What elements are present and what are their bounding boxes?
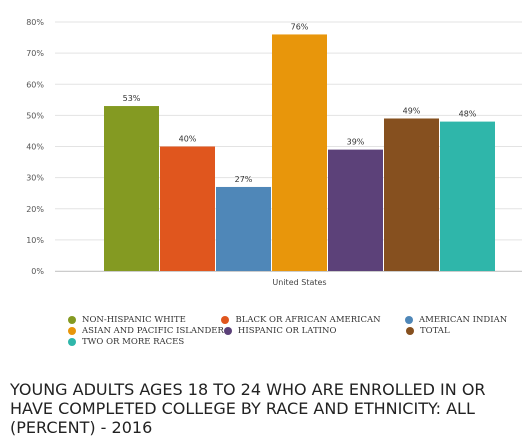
legend-label: ASIAN AND PACIFIC ISLANDER [82,325,224,336]
bar [160,146,215,271]
data-label: 49% [403,106,421,115]
data-label: 40% [179,135,197,144]
legend-label: AMERICAN INDIAN [419,314,508,325]
bar [272,34,327,272]
legend-swatch [405,326,414,335]
legend-item-hispanic-or-latino[interactable]: HISPANIC OR LATINO [223,325,406,336]
legend-row: TWO OR MORE RACES [68,336,518,347]
legend-swatch [68,315,76,324]
bar [104,106,159,271]
y-tick-label: 80% [26,18,44,27]
y-tick-label: 70% [26,49,44,58]
y-tick-label: 20% [26,205,44,214]
chart-legend: NON-HISPANIC WHITE BLACK OR AFRICAN AMER… [68,314,518,347]
y-tick-label: 10% [26,236,44,245]
legend-swatch [68,326,76,335]
data-label: 27% [235,175,253,184]
legend-item-black-or-african-american[interactable]: BLACK OR AFRICAN AMERICAN [221,315,405,325]
y-tick-label: 0% [31,267,44,276]
data-label: 39% [347,138,365,147]
bar [384,118,439,271]
y-tick-label: 30% [26,174,44,183]
legend-swatch [223,326,232,335]
legend-row: ASIAN AND PACIFIC ISLANDER HISPANIC OR L… [68,325,518,336]
x-tick-label: United States [272,278,326,287]
data-label: 53% [123,94,141,103]
y-tick-label: 60% [26,80,44,89]
legend-item-american-indian[interactable]: AMERICAN INDIAN [405,315,518,325]
y-tick-label: 40% [26,143,44,152]
legend-item-non-hispanic-white[interactable]: NON-HISPANIC WHITE [68,315,221,325]
legend-label: HISPANIC OR LATINO [237,325,337,336]
legend-label: BLACK OR AFRICAN AMERICAN [235,314,381,325]
chart-plot: 0% 10% 20% 30% 40% 50% 60% 70% 80% 53% 40% 27% 76% 39… [26,18,522,287]
data-label: 76% [291,22,309,31]
legend-item-asian-and-pacific-islander[interactable]: ASIAN AND PACIFIC ISLANDER [68,326,224,336]
legend-row: NON-HISPANIC WHITE BLACK OR AFRICAN AMER… [68,314,518,325]
bar [440,121,495,271]
chart-title: YOUNG ADULTS AGES 18 TO 24 WHO ARE ENROL… [10,380,486,437]
legend-label: NON-HISPANIC WHITE [82,314,186,325]
legend-label: TOTAL [419,325,450,336]
legend-item-total[interactable]: TOTAL [405,325,518,336]
y-tick-label: 50% [26,111,44,120]
legend-label: TWO OR MORE RACES [82,336,185,347]
legend-item-two-or-more-races[interactable]: TWO OR MORE RACES [68,337,231,347]
legend-swatch [221,315,230,324]
legend-swatch [68,337,76,346]
legend-swatch [405,315,414,324]
bar [216,186,271,271]
data-label: 48% [459,110,477,119]
bar-chart: 0% 10% 20% 30% 40% 50% 60% 70% 80% 53% 40% 27% 76% 39… [26,18,522,287]
bar [328,149,383,271]
